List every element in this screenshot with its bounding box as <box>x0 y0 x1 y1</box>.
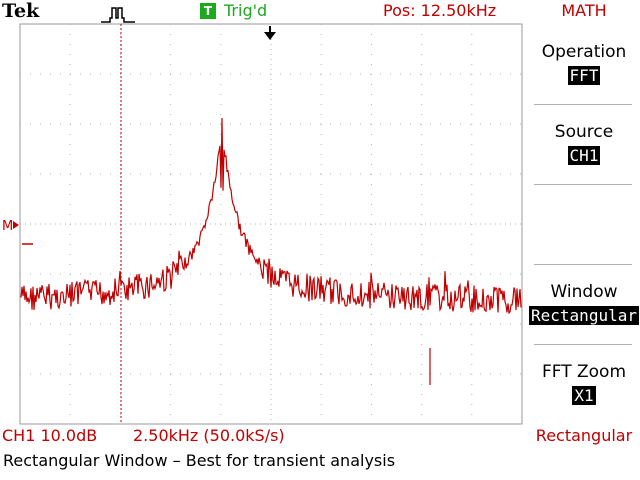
operation-label[interactable]: Operation <box>541 42 627 62</box>
fft-zoom-label[interactable]: FFT Zoom <box>541 362 627 382</box>
menu-divider <box>534 104 632 105</box>
menu-title: MATH <box>561 1 607 20</box>
window-readout: Rectangular <box>535 426 633 445</box>
trigger-badge: T <box>200 3 216 19</box>
trigger-status: Trig'd <box>224 1 268 20</box>
fft-trace <box>20 24 522 424</box>
horizontal-readout: 2.50kHz (50.0kS/s) <box>133 426 285 445</box>
menu-divider <box>534 264 632 265</box>
source-value[interactable]: CH1 <box>567 146 601 165</box>
status-message: Rectangular Window – Best for transient … <box>3 451 396 470</box>
brand-logo: Tek <box>2 0 40 22</box>
acquisition-pulse-icon <box>101 7 135 23</box>
window-label[interactable]: Window <box>550 282 618 302</box>
window-value[interactable]: Rectangular <box>529 306 639 325</box>
menu-divider <box>534 184 632 185</box>
channel-scale-readout: CH1 10.0dB <box>2 426 98 445</box>
math-marker-arrow-icon <box>13 221 19 229</box>
position-readout: Pos: 12.50kHz <box>383 1 497 20</box>
fft-zoom-value[interactable]: X1 <box>572 386 596 405</box>
graticule-grid <box>20 24 522 424</box>
operation-value[interactable]: FFT <box>567 66 601 85</box>
source-label[interactable]: Source <box>554 122 614 142</box>
menu-divider <box>534 344 632 345</box>
spectrum-line <box>20 117 522 315</box>
math-reference-marker: M <box>2 219 13 234</box>
trigger-position-icon <box>264 26 276 40</box>
